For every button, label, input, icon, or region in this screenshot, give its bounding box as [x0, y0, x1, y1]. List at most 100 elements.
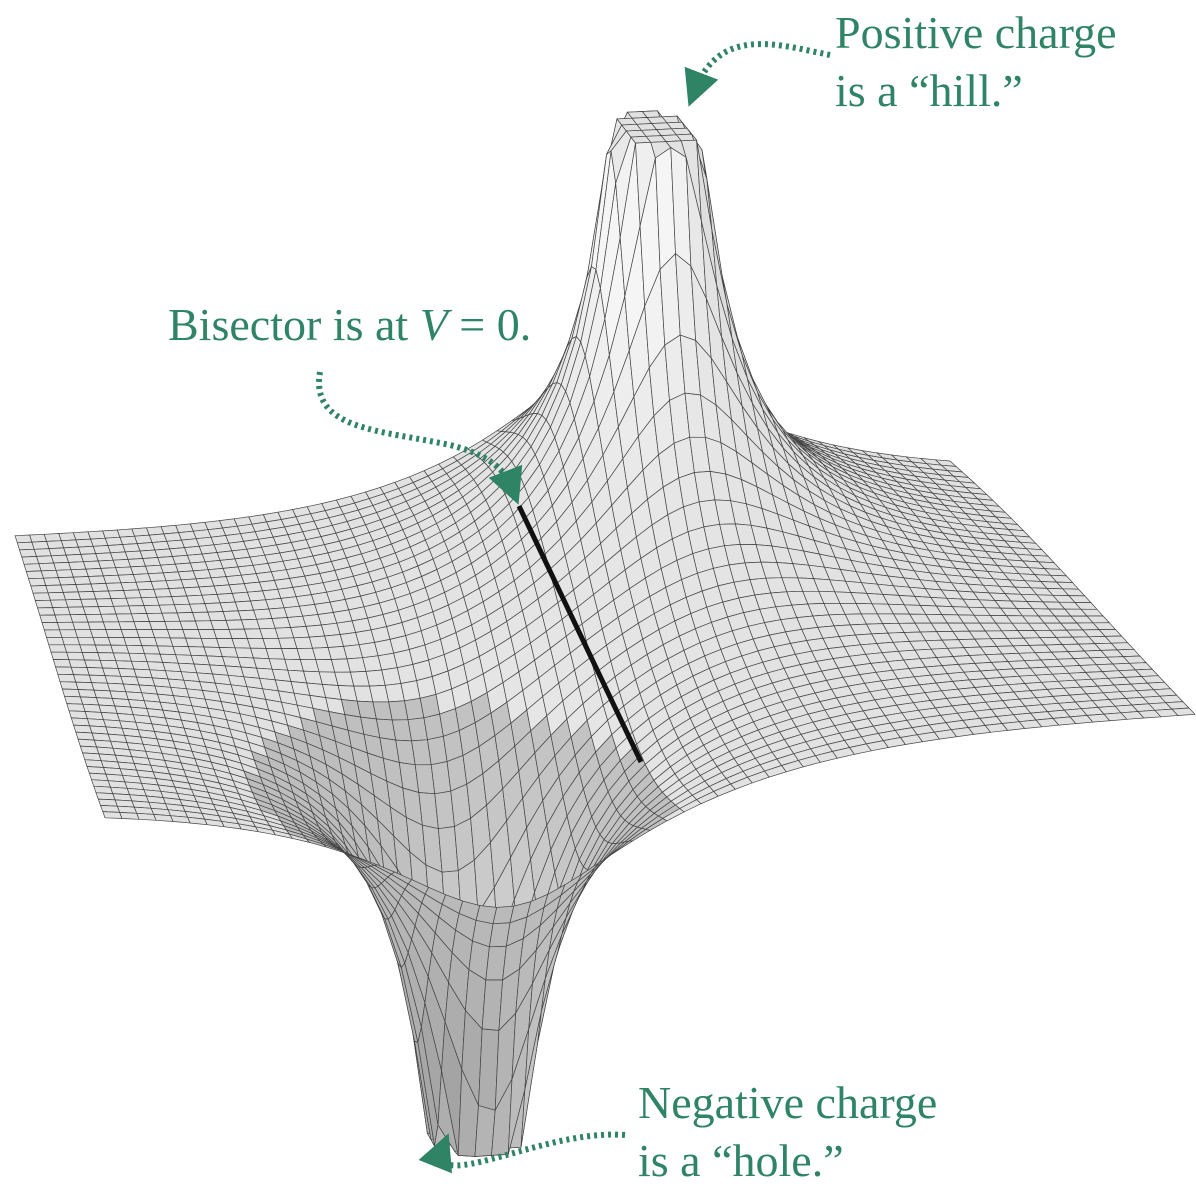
surface-cell [61, 540, 78, 548]
surface-cell [118, 669, 136, 678]
surface-cell [83, 704, 101, 712]
surface-cell [103, 530, 120, 538]
surface-cell [96, 599, 114, 607]
annotation: is a “hill.” [835, 65, 1023, 116]
surface-cell [44, 630, 62, 638]
surface-cell [73, 532, 90, 540]
surface-cell [55, 615, 73, 623]
surface-cell [88, 576, 106, 584]
surface-cell [68, 607, 86, 615]
surface-cell [32, 541, 49, 549]
surface-cell [89, 675, 107, 683]
surface-cell [75, 630, 93, 638]
surface-cell [95, 645, 113, 653]
surface-cell [103, 622, 121, 630]
surface-cell [17, 542, 34, 550]
surface-cell [53, 660, 71, 668]
annotation: Negative charge [638, 1077, 937, 1128]
surface-cell [113, 559, 131, 567]
surface-cell [66, 599, 84, 607]
surface-cell [47, 637, 65, 645]
surface-cell [82, 652, 100, 660]
surface-cell [26, 571, 43, 579]
surface-cell [116, 614, 134, 622]
surface-cell [131, 661, 149, 670]
surface-cell [69, 711, 87, 719]
surface-cell [98, 560, 115, 568]
surface-cell [134, 622, 152, 630]
surface-cell [120, 812, 139, 819]
surface-cell [76, 539, 93, 547]
surface-cell [155, 638, 173, 647]
surface-cell [22, 556, 39, 564]
surface-cell [56, 570, 73, 578]
surface-cell [133, 574, 151, 583]
surface-cell [103, 668, 121, 676]
surface-cell [69, 562, 86, 570]
surface-cell [24, 564, 41, 572]
surface-cell [77, 637, 95, 645]
surface-cell [80, 697, 98, 705]
surface-cell [64, 547, 81, 555]
potential-surface [15, 111, 1195, 1157]
surface-cell [66, 554, 83, 562]
surface-cell [74, 675, 92, 683]
surface-cell [71, 718, 89, 726]
surface-cell [69, 660, 87, 668]
surface-cell [109, 591, 127, 599]
surface-cell [90, 630, 108, 638]
surface-cell [142, 646, 160, 655]
surface-cell [33, 593, 50, 601]
surface-cell [20, 549, 37, 557]
figure: Positive charge is a “hill.” Bisector is… [0, 0, 1196, 1192]
surface-cell [83, 561, 100, 569]
surface-cell [56, 667, 74, 675]
surface-cell [60, 630, 78, 638]
surface-cell [76, 682, 94, 690]
surface-cell [137, 813, 156, 820]
surface-cell [105, 676, 123, 684]
surface-cell [61, 585, 79, 593]
surface-cell [126, 645, 144, 653]
surface-cell [58, 674, 76, 682]
annotation-part: = 0. [448, 299, 531, 350]
surface-cell [54, 562, 71, 570]
annotation-part: Bisector is at [168, 299, 420, 350]
surface-cell [64, 645, 82, 653]
surface-cell [67, 652, 85, 660]
surface-cell [60, 682, 78, 690]
surface-cell [111, 552, 129, 560]
surface-cell [149, 621, 167, 629]
surface-cell [37, 556, 54, 564]
surface-cell [62, 689, 80, 697]
surface-cell [71, 667, 89, 675]
annotation: Positive charge [835, 7, 1116, 58]
surface-cell [98, 653, 116, 661]
surface-cell [35, 600, 52, 608]
surface-cell [103, 812, 122, 819]
surface-cell [46, 585, 63, 593]
surface-cell [67, 704, 85, 712]
arrow-hill [695, 44, 830, 90]
surface-cell [116, 567, 134, 575]
surface-cell [59, 533, 76, 541]
surface-cell [101, 568, 119, 576]
surface-cell [30, 534, 47, 542]
surface-cell [88, 531, 105, 539]
surface-cell [114, 606, 132, 614]
surface-cell [116, 661, 134, 669]
surface-cell [47, 541, 64, 549]
surface-cell [125, 551, 143, 559]
surface-cell [128, 559, 146, 567]
surface-cell [94, 690, 112, 698]
surface-cell [93, 591, 111, 599]
surface-cell [124, 638, 142, 646]
surface-cell [76, 584, 94, 592]
surface-cell [40, 615, 58, 623]
surface-cell [83, 607, 101, 615]
surface-cell [111, 645, 129, 653]
surface-cell [71, 569, 88, 577]
surface-cell [81, 599, 99, 607]
surface-cell [121, 582, 139, 590]
surface-cell [113, 653, 131, 661]
